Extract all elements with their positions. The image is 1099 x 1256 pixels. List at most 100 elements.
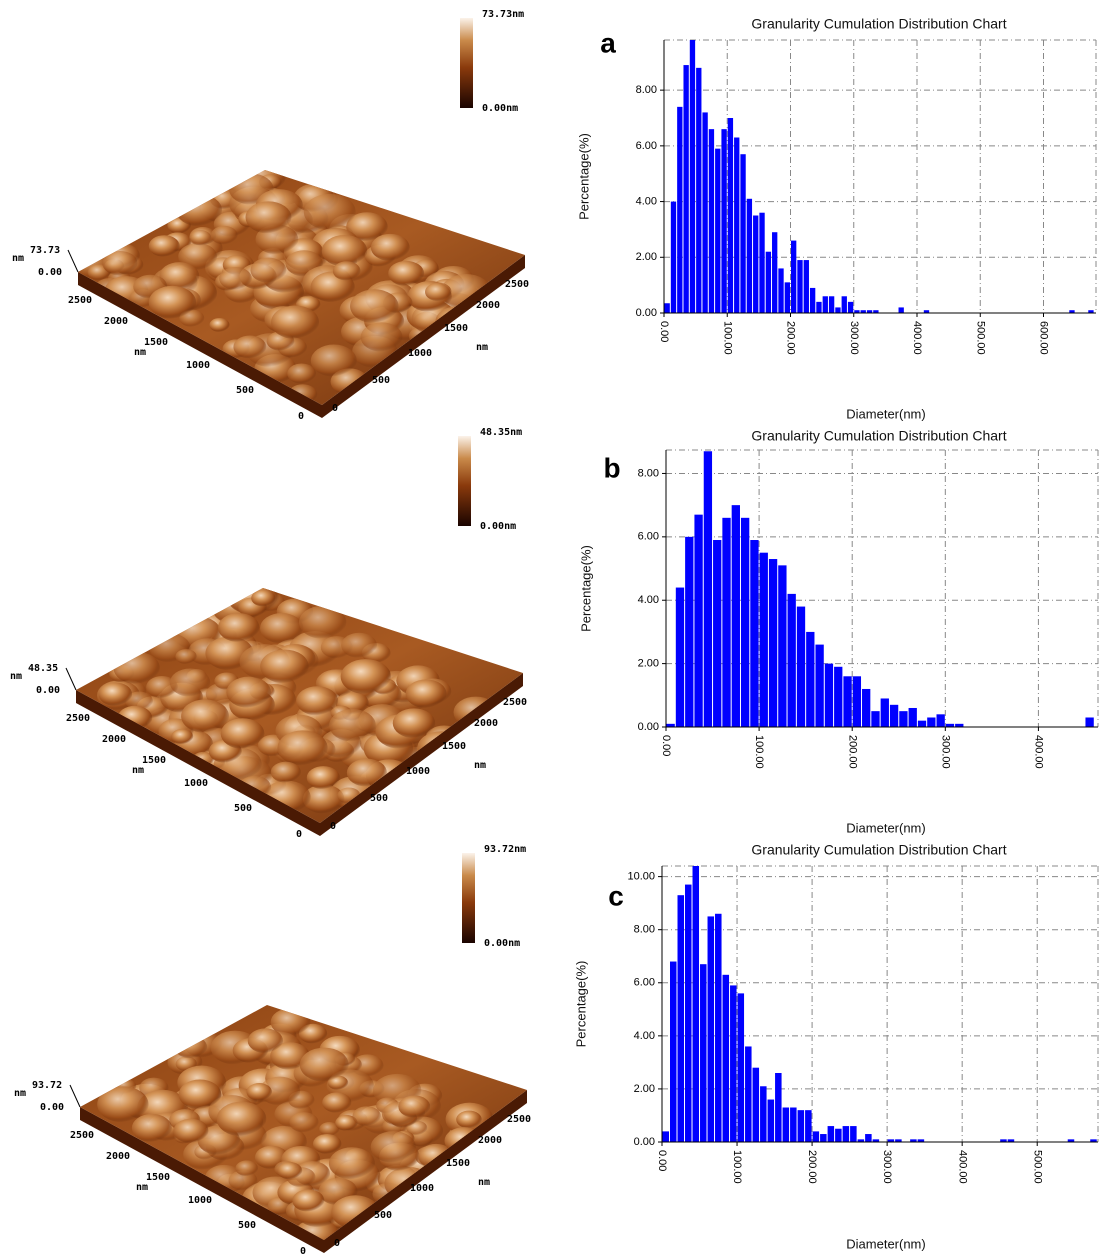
y-tick-label: 0 <box>300 1246 306 1256</box>
y-tick-label: 8.00 <box>634 924 655 936</box>
grain <box>131 1113 172 1143</box>
grain <box>296 686 339 716</box>
bar <box>696 67 702 313</box>
bar <box>841 296 847 313</box>
bar <box>740 517 750 727</box>
x-tick-label: 0 <box>330 821 336 832</box>
chart-title: Granularity Cumulation Distribution Char… <box>751 842 1006 858</box>
chart-title: Granularity Cumulation Distribution Char… <box>751 428 1006 444</box>
y-tick-label: 2.00 <box>638 658 659 670</box>
bar <box>835 1128 842 1142</box>
z-unit: nm <box>10 671 22 682</box>
color-bar <box>462 853 475 943</box>
panel-label: b <box>603 452 620 483</box>
x-tick-label: 0.00 <box>656 1150 668 1171</box>
bar <box>1000 1139 1007 1142</box>
bar <box>745 1046 752 1142</box>
y-unit: nm <box>136 1182 148 1193</box>
bar <box>923 310 930 313</box>
x-tick-label: 600.00 <box>1038 321 1050 355</box>
bar <box>1067 1139 1075 1142</box>
x-tick-label: 0 <box>332 403 338 414</box>
bar <box>721 129 727 313</box>
bar <box>759 212 765 313</box>
y-tick-label: 2000 <box>104 316 128 327</box>
x-tick-label: 200.00 <box>806 1150 818 1184</box>
bar <box>910 1139 917 1142</box>
bar <box>847 301 854 313</box>
y-tick-label: 2.00 <box>636 251 657 263</box>
grain <box>219 267 252 290</box>
bar <box>677 106 683 313</box>
bar <box>945 723 955 727</box>
bar <box>842 1126 850 1142</box>
grain <box>319 1122 340 1137</box>
scale-max: 48.35nm <box>480 427 522 438</box>
grain <box>178 243 218 271</box>
grain <box>251 589 276 607</box>
grains <box>78 170 492 405</box>
bar <box>702 112 708 313</box>
x-tick-label: 2500 <box>505 279 529 290</box>
grain <box>388 260 425 287</box>
grain <box>350 289 399 324</box>
x-tick-label: 1000 <box>406 766 430 777</box>
y-tick-label: 6.00 <box>636 140 657 152</box>
scale-min: 0.00nm <box>482 103 518 114</box>
x-tick-label: 100.00 <box>731 1150 743 1184</box>
y-tick-label: 4.00 <box>638 594 659 606</box>
grain <box>287 363 317 384</box>
grain <box>328 1147 375 1180</box>
z-unit: nm <box>14 1088 26 1099</box>
bar <box>734 137 740 313</box>
x-axis-label: Diameter(nm) <box>846 406 925 421</box>
grain <box>270 1042 310 1070</box>
panel-label: a <box>600 27 616 58</box>
y-tick-label: 0.00 <box>636 307 657 319</box>
bar <box>854 310 860 313</box>
y-tick-label: 10.00 <box>627 871 655 883</box>
color-bar <box>458 436 471 526</box>
bar <box>768 559 778 727</box>
y-tick-label: 0 <box>296 829 302 840</box>
x-tick-label: 1500 <box>446 1158 470 1169</box>
afm-image: 48.35nm 0.00nm nm 48.35 0.00 2500 2000 1500 1000… <box>10 427 527 840</box>
x-tick-label: 2000 <box>474 718 498 729</box>
bar <box>796 606 806 727</box>
grains <box>96 588 499 816</box>
bar <box>936 714 945 727</box>
z-max: 73.73 <box>30 245 60 256</box>
y-tick-label: 4.00 <box>634 1030 655 1042</box>
grain <box>292 1189 325 1212</box>
bar <box>731 505 740 727</box>
bar <box>707 916 715 1142</box>
grain <box>226 676 272 708</box>
grain <box>178 1079 222 1110</box>
grain <box>189 230 212 246</box>
y-tick-label: 2000 <box>102 734 126 745</box>
x-tick-label: 2000 <box>478 1135 502 1146</box>
grain <box>321 234 368 267</box>
x-tick-label: 400.00 <box>956 1150 968 1184</box>
bar <box>873 310 879 313</box>
z-min: 0.00 <box>38 267 62 278</box>
grain <box>171 728 194 745</box>
bar <box>803 260 809 313</box>
x-tick-label: 300.00 <box>881 1150 893 1184</box>
x-tick-label: 500.00 <box>1031 1150 1043 1184</box>
y-tick-label: 6.00 <box>638 531 659 543</box>
bar <box>750 540 759 727</box>
grain <box>247 1028 284 1054</box>
bar <box>664 303 670 313</box>
x-unit: nm <box>478 1177 490 1188</box>
bar <box>670 201 677 313</box>
bar <box>784 282 791 313</box>
bar <box>895 1139 902 1142</box>
bar <box>955 723 964 727</box>
x-tick-label: 500 <box>370 793 388 804</box>
bar <box>715 913 722 1142</box>
bar <box>822 296 828 313</box>
x-tick-label: 1500 <box>444 323 468 334</box>
bar <box>765 251 772 313</box>
x-tick-label: 1000 <box>408 348 432 359</box>
